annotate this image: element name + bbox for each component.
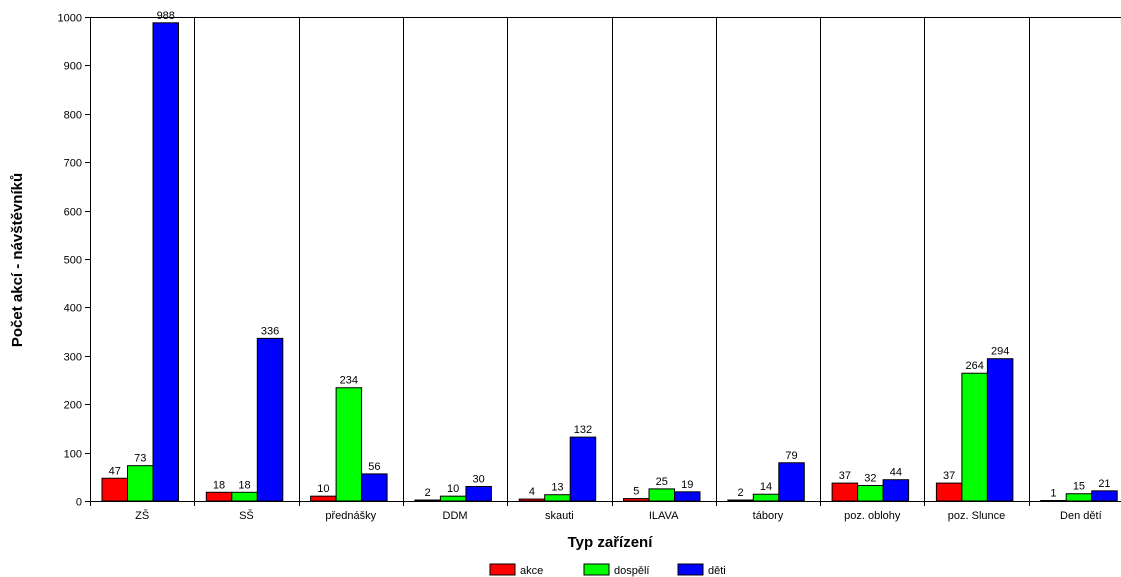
legend-item: děti	[677, 563, 726, 577]
x-axis-title: Typ zařízení	[568, 534, 654, 551]
data-label: 30	[473, 473, 485, 485]
data-label: 44	[890, 467, 902, 479]
data-label: 37	[839, 470, 851, 482]
data-label: 79	[785, 450, 797, 462]
legend-label: děti	[708, 565, 726, 577]
data-label: 336	[261, 325, 279, 337]
y-tick-label: 400	[64, 303, 82, 315]
y-tick-label: 900	[64, 61, 82, 73]
data-label: 294	[991, 346, 1009, 358]
x-tick-labels: ZŠ SŠ přednášky DDM skauti ILAVA tábory poz. ob…	[135, 509, 1102, 522]
x-tick-label: ILAVA	[649, 510, 679, 522]
bar-akce	[518, 498, 546, 502]
bar-dospělí	[857, 485, 884, 502]
y-tick-label: 300	[64, 352, 82, 364]
bar-dospělí	[127, 465, 154, 502]
data-label: 132	[574, 424, 592, 436]
data-label: 37	[943, 470, 955, 482]
bar-děti	[465, 485, 492, 502]
data-label: 73	[134, 453, 146, 465]
bar-dospělí	[231, 491, 258, 502]
bar-dospělí	[961, 372, 988, 502]
bar-akce	[414, 499, 441, 502]
legend-item: akce	[489, 563, 543, 577]
data-label: 2	[737, 487, 743, 499]
legend: akce dospělí děti	[489, 563, 726, 577]
bar-děti	[1091, 490, 1118, 502]
bar-akce	[101, 477, 128, 502]
bar-děti	[152, 22, 179, 502]
x-tick-label: tábory	[753, 510, 784, 522]
x-tick-label: SŠ	[239, 509, 254, 522]
y-tick-label: 100	[64, 449, 82, 461]
y-axis-title: Počet akcí - návštěvníků	[9, 173, 26, 347]
data-label: 10	[447, 483, 459, 495]
legend-label: dospělí	[614, 565, 649, 577]
data-label: 18	[238, 479, 250, 491]
data-label: 2	[425, 487, 431, 499]
data-label: 14	[760, 481, 772, 493]
legend-label: akce	[520, 565, 543, 577]
x-tick-label: ZŠ	[135, 509, 149, 522]
bars	[101, 22, 1118, 502]
bar-akce	[205, 491, 233, 502]
bar-akce	[727, 499, 754, 502]
y-tick-label: 500	[64, 255, 82, 267]
data-label: 13	[551, 482, 563, 494]
data-label: 234	[340, 375, 358, 387]
data-label: 18	[213, 479, 225, 491]
x-tick-label: DDM	[443, 510, 468, 522]
legend-swatch	[677, 563, 704, 576]
x-tick-label: poz. Slunce	[948, 510, 1005, 522]
bar-akce	[831, 482, 859, 502]
bar-děti	[674, 491, 701, 502]
x-tick-label: přednášky	[325, 510, 376, 522]
data-label: 5	[633, 486, 639, 498]
y-tick-label: 200	[64, 400, 82, 412]
data-label: 56	[368, 461, 380, 473]
x-tick-label: skauti	[545, 510, 574, 522]
bar-dospělí	[335, 387, 363, 502]
y-tick-label: 600	[64, 207, 82, 219]
bar-dospělí	[544, 494, 571, 502]
bar-děti	[986, 358, 1014, 502]
legend-swatch	[489, 563, 516, 576]
data-label: 1	[1050, 488, 1056, 500]
axes	[85, 17, 1121, 506]
bar-dospělí	[648, 488, 675, 502]
bar-dospělí	[1065, 493, 1093, 502]
y-tick-label: 1000	[58, 13, 82, 25]
bar-akce	[935, 482, 963, 502]
data-label: 10	[317, 483, 329, 495]
data-label: 21	[1098, 478, 1110, 490]
bar-děti	[778, 462, 805, 502]
bar-děti	[882, 479, 910, 502]
grid	[90, 17, 1121, 501]
bar-akce	[310, 495, 337, 502]
data-label: 4	[529, 486, 535, 498]
y-tick-label: 700	[64, 158, 82, 170]
data-label: 264	[965, 360, 983, 372]
data-label: 32	[864, 473, 876, 485]
bar-akce	[623, 498, 650, 502]
x-tick-label: Den dětí	[1060, 510, 1102, 522]
y-tick-label: 800	[64, 110, 82, 122]
bar-děti	[569, 436, 597, 502]
bar-děti	[256, 337, 284, 502]
bar-dospělí	[439, 495, 467, 502]
data-label: 19	[681, 479, 693, 491]
data-label: 988	[157, 10, 175, 22]
y-tick-labels: 0 100 200 300 400 500 600 700 800 900 1000	[58, 13, 82, 509]
data-label: 15	[1073, 481, 1085, 493]
legend-item: dospělí	[583, 563, 649, 577]
bar-děti	[361, 473, 388, 502]
data-label: 25	[656, 476, 668, 488]
bar-dospělí	[752, 493, 780, 502]
y-tick-label: 0	[76, 497, 82, 509]
data-label: 47	[109, 465, 121, 477]
x-tick-label: poz. oblohy	[844, 510, 901, 522]
legend-swatch	[583, 563, 610, 576]
